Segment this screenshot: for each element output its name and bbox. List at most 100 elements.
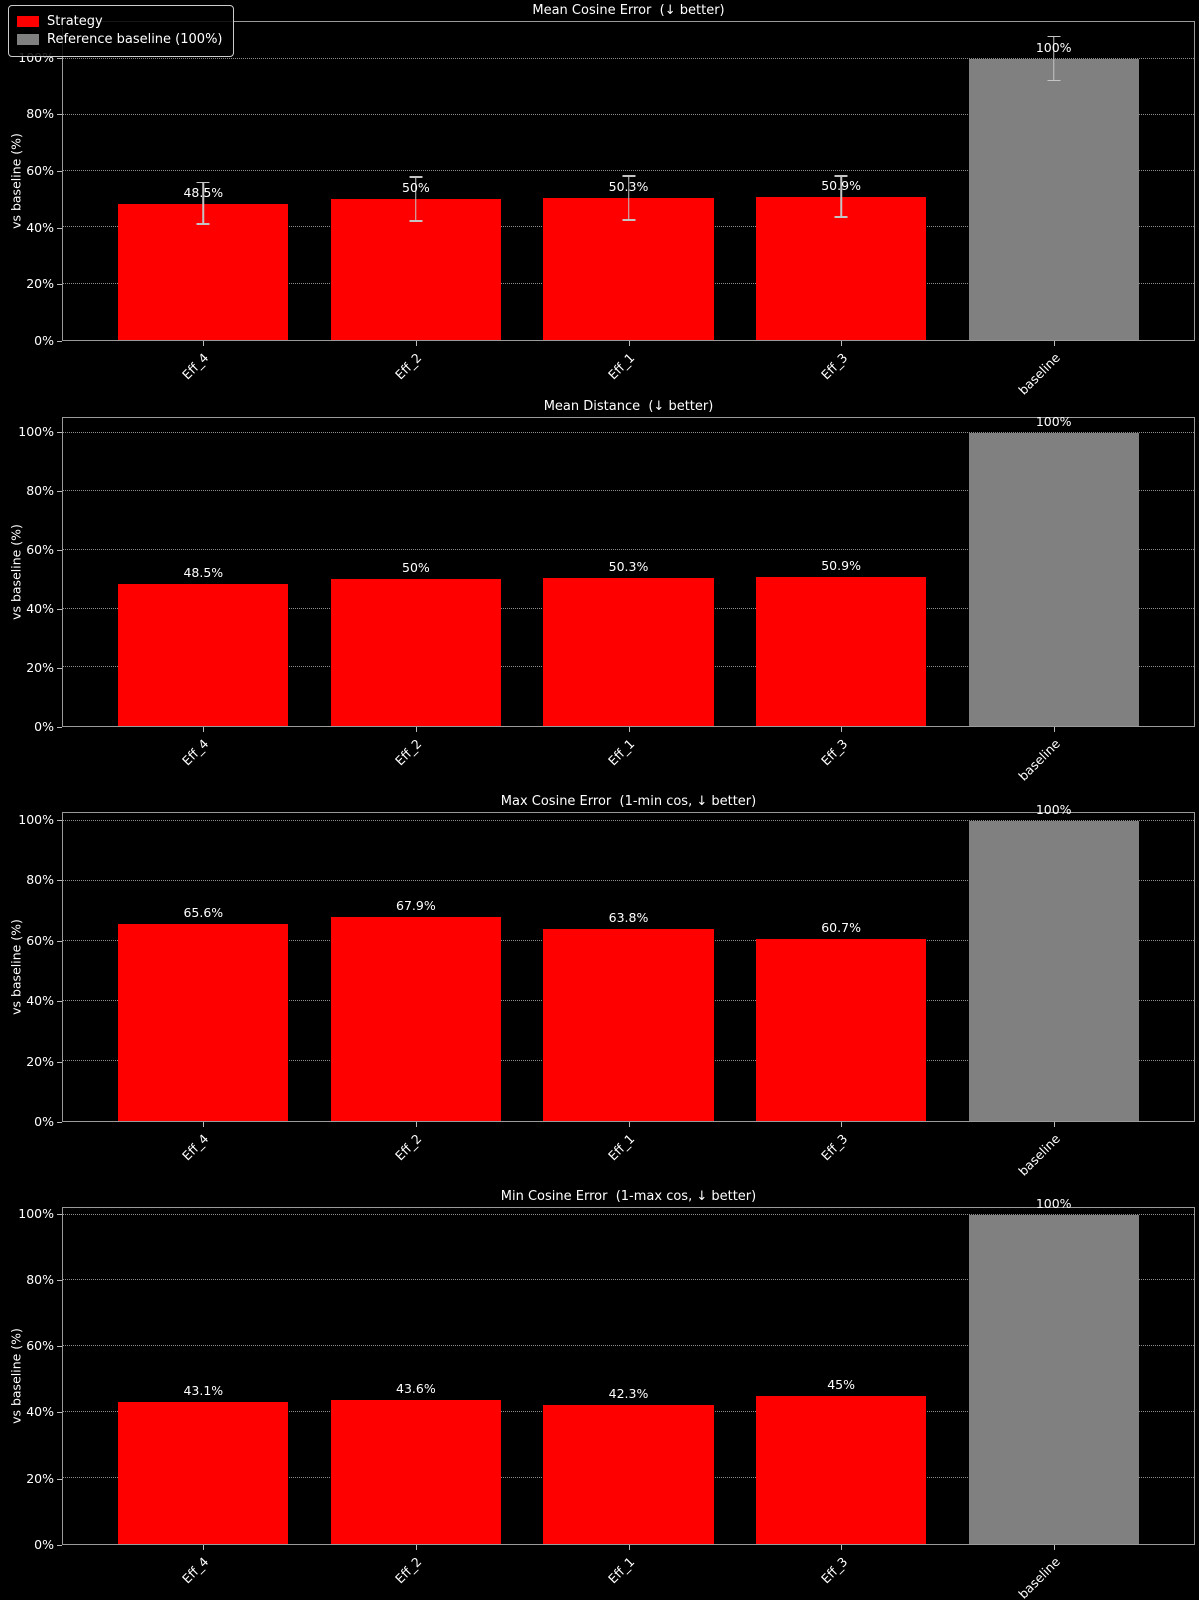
x-tick-label-baseline: baseline [1015, 1554, 1064, 1600]
error-bar-cap-top [834, 175, 848, 177]
bar-value-label: 50% [401, 180, 430, 196]
bar-value-label: 100% [1035, 801, 1072, 817]
y-tick-mark [57, 1412, 62, 1414]
error-bar-cap-top [196, 181, 210, 184]
y-tick-mark [57, 880, 62, 882]
x-tick-label-baseline: baseline [1015, 736, 1064, 784]
gridline [63, 549, 1194, 550]
x-tick-label-Eff_4: Eff_4 [178, 1554, 212, 1587]
legend-item-strategy: Strategy [17, 14, 223, 29]
y-tick-label: 0% [34, 1114, 54, 1129]
x-tick-mark [415, 727, 417, 732]
x-tick-label-baseline: baseline [1015, 1131, 1064, 1179]
x-tick-mark [1054, 727, 1056, 732]
y-tick-mark [57, 819, 62, 821]
y-tick-label: 60% [26, 163, 54, 179]
gridline [63, 819, 1194, 821]
bar-baseline [968, 58, 1139, 340]
bar-Eff_4 [118, 583, 289, 726]
y-axis-label: vs baseline (%) [8, 133, 24, 229]
y-tick-label: 40% [26, 993, 54, 1009]
bar-value-label: 43.6% [396, 1381, 436, 1397]
x-tick-mark [1054, 1122, 1056, 1127]
gridline [63, 490, 1194, 492]
gridline [63, 113, 1194, 115]
y-tick-label: 100% [18, 423, 54, 439]
bar-value-label: 50.3% [608, 559, 649, 575]
bar-value-label: 100% [1035, 413, 1072, 429]
bar-value-label: 48.5% [183, 564, 224, 580]
error-bar-cap-bottom [1047, 79, 1061, 82]
error-bar-cap-bottom [196, 223, 210, 225]
x-tick-label-Eff_3: Eff_3 [817, 736, 851, 769]
y-tick-mark [57, 1213, 62, 1215]
error-bar-cap-bottom [409, 220, 423, 222]
x-tick-mark [202, 341, 204, 346]
x-tick-label-Eff_4: Eff_4 [178, 350, 212, 383]
bar-Eff_4 [118, 1402, 289, 1544]
bar-Eff_2 [330, 1400, 501, 1544]
bar-Eff_3 [756, 938, 927, 1121]
error-bar [202, 182, 205, 225]
x-tick-label-Eff_3: Eff_3 [817, 350, 851, 383]
plot-area: 43.1% 43.6% 42.3% 45% 100% [62, 1196, 1195, 1545]
error-bar-cap-bottom [622, 219, 635, 221]
bar-Eff_1 [543, 198, 714, 340]
x-tick-label-Eff_2: Eff_2 [391, 350, 425, 383]
bar-baseline [968, 1214, 1139, 1544]
x-tick-label-Eff_4: Eff_4 [178, 736, 212, 769]
x-tick-label-Eff_3: Eff_3 [817, 1131, 851, 1164]
x-tick-mark [841, 1545, 843, 1550]
bar-value-label: 50.3% [608, 179, 649, 195]
y-tick-label: 20% [26, 1053, 54, 1069]
y-tick-mark [57, 57, 62, 59]
y-tick-mark [57, 114, 62, 116]
gridline [63, 1279, 1194, 1281]
chart-title: Mean Cosine Error (↓ better) [532, 3, 725, 18]
y-tick-mark [57, 341, 62, 342]
x-tick-label-Eff_3: Eff_3 [817, 1554, 851, 1587]
y-tick-label: 40% [26, 219, 54, 235]
chart-title: Max Cosine Error (1-min cos, ↓ better) [500, 794, 757, 809]
bar-value-label: 100% [1035, 39, 1072, 55]
bar-Eff_4 [118, 203, 289, 340]
error-bar-cap-bottom [834, 216, 848, 218]
x-tick-mark [1054, 1545, 1056, 1550]
y-tick-mark [57, 1122, 62, 1123]
gridline [63, 1345, 1194, 1347]
y-tick-mark [57, 608, 62, 610]
bar-Eff_2 [330, 916, 501, 1121]
chart-title: Mean Distance (↓ better) [543, 399, 714, 414]
x-tick-mark [841, 1122, 843, 1127]
error-bar [1052, 36, 1055, 82]
x-tick-label-Eff_2: Eff_2 [391, 736, 425, 769]
error-bar-cap-top [409, 176, 423, 178]
y-tick-mark [57, 227, 62, 229]
bar-value-label: 100% [1035, 1195, 1072, 1211]
x-tick-mark [628, 727, 630, 732]
y-tick-label: 20% [26, 1470, 54, 1486]
bar-value-label: 43.1% [183, 1383, 224, 1399]
baseline-color-swatch [17, 34, 39, 45]
error-bar-cap-top [1047, 35, 1061, 38]
y-tick-label: 40% [26, 1404, 54, 1420]
bar-Eff_1 [543, 578, 714, 726]
bar-value-label: 50% [401, 560, 430, 576]
x-tick-label-Eff_4: Eff_4 [178, 1131, 212, 1164]
bar-Eff_2 [330, 199, 501, 340]
gridline [63, 57, 1194, 59]
y-tick-label: 60% [26, 541, 54, 557]
x-tick-label-Eff_1: Eff_1 [604, 1131, 638, 1164]
x-tick-label-Eff_2: Eff_2 [391, 1131, 425, 1164]
y-tick-label: 80% [26, 1271, 54, 1287]
plot-area: 48.5% 50% 50.3% 50.9% 100% [62, 413, 1195, 727]
y-tick-mark [57, 1478, 62, 1480]
x-tick-label-Eff_1: Eff_1 [604, 1554, 638, 1587]
bar-value-label: 45% [827, 1376, 855, 1392]
y-tick-label: 80% [26, 106, 54, 122]
y-tick-mark [57, 667, 62, 669]
y-tick-mark [57, 549, 62, 551]
y-tick-label: 0% [34, 333, 54, 348]
y-tick-label: 20% [26, 276, 54, 292]
legend-item-reference-baseline: Reference baseline (100%) [17, 32, 223, 47]
